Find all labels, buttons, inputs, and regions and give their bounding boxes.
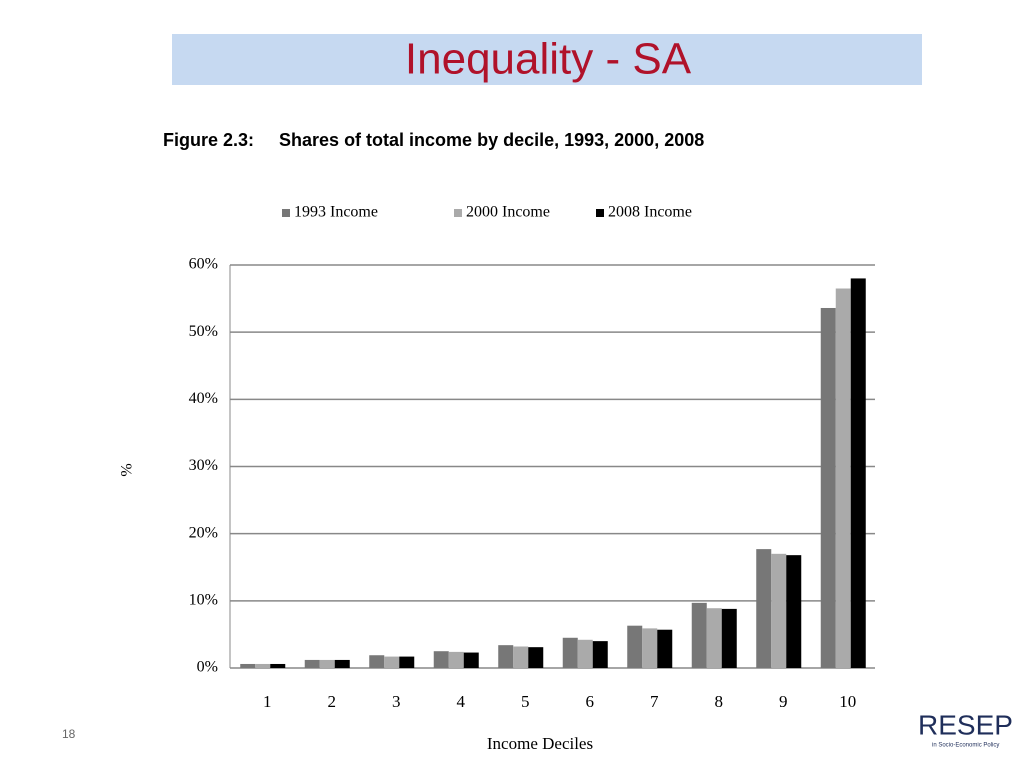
bar [369, 655, 385, 668]
bar [463, 652, 479, 668]
x-tick-label: 5 [521, 692, 530, 711]
bar [771, 553, 787, 668]
bar [270, 663, 286, 668]
bar [706, 608, 722, 668]
slide-title: Inequality - SA [405, 35, 692, 84]
x-tick-label: 2 [328, 692, 337, 711]
y-tick-label: 20% [189, 524, 218, 541]
x-tick-label: 9 [779, 692, 788, 711]
chart-title: Figure 2.3: Shares of total income by de… [163, 130, 704, 150]
x-tick-label: 1 [263, 692, 272, 711]
y-tick-label: 0% [197, 659, 218, 676]
y-tick-label: 40% [189, 390, 218, 407]
legend-swatch [454, 209, 462, 217]
logo-subtext: in Socio-Economic Policy [932, 743, 999, 749]
bar [642, 628, 658, 668]
bar [721, 608, 737, 668]
bar [334, 659, 350, 668]
x-tick-label: 6 [586, 692, 595, 711]
bar [433, 651, 449, 668]
bar [498, 645, 514, 668]
bar [786, 555, 802, 668]
bar [691, 602, 707, 668]
x-axis-label: Income Deciles [487, 734, 593, 753]
page-number: 18 [62, 727, 76, 741]
bar [384, 656, 400, 668]
bar [756, 549, 772, 668]
logo: RESEP [918, 709, 1013, 740]
bar [513, 646, 529, 668]
bar [319, 659, 335, 668]
x-tick-label: 10 [839, 692, 856, 711]
y-tick-label: 50% [189, 323, 218, 340]
legend-swatch [282, 209, 290, 217]
legend-label: 2000 Income [466, 204, 550, 221]
y-tick-label: 30% [189, 457, 218, 474]
legend-swatch [596, 209, 604, 217]
x-tick-label: 7 [650, 692, 659, 711]
bar [627, 625, 643, 668]
bar [255, 663, 271, 668]
bar [835, 288, 851, 668]
x-tick-label: 4 [457, 692, 466, 711]
bar [592, 641, 608, 668]
y-tick-label: 60% [189, 256, 218, 273]
title-band [172, 34, 922, 85]
x-tick-label: 3 [392, 692, 401, 711]
legend-label: 1993 Income [294, 204, 378, 221]
bar [448, 651, 464, 668]
bar [240, 663, 256, 668]
bar [850, 278, 866, 668]
bar [304, 659, 320, 668]
x-tick-label: 8 [715, 692, 724, 711]
bar [562, 637, 578, 668]
y-axis-label: % [119, 463, 136, 476]
bar [820, 307, 836, 668]
bar [399, 656, 415, 668]
bar [577, 639, 593, 668]
y-tick-label: 10% [189, 592, 218, 609]
legend-label: 2008 Income [608, 204, 692, 221]
bar [657, 629, 673, 668]
bar [528, 647, 544, 668]
